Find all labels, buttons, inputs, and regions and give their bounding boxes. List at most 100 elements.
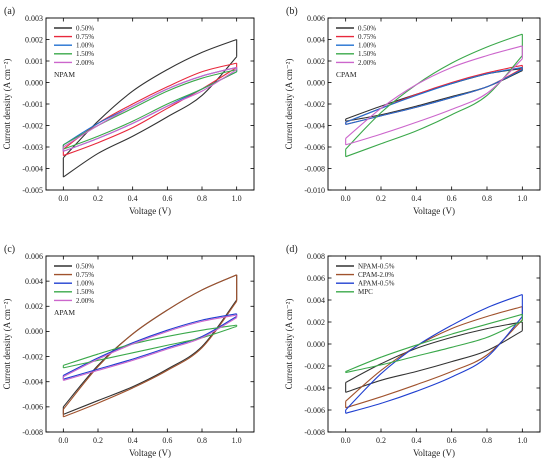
legend-label-c-2: 1.00% [76, 280, 94, 288]
panel-label-a: (a) [4, 6, 15, 17]
x-tick-label-d-2: 0.4 [411, 436, 421, 445]
legend-label-b-2: 1.00% [358, 42, 376, 50]
legend-c: 0.50%0.75%1.00%1.50%2.00% [54, 262, 94, 305]
series-line-a-4-upper [63, 66, 237, 148]
y-tick-label-a-3: -0.002 [22, 121, 43, 130]
panel-c: 0.0 0.2 0.4 0.6 0.8 1.0 -0.008 -0.006 -0.004 -0.0… [2, 244, 255, 458]
series-line-c-1-lower [63, 300, 238, 418]
x-tick-label-c-0: 0.0 [58, 436, 68, 445]
y-tick-label-b-1: -0.008 [304, 164, 325, 173]
series-line-c-3-upper [63, 324, 237, 366]
legend-label-d-2: APAM-0.5% [358, 280, 395, 288]
series-line-a-3-lower [63, 71, 237, 150]
series-line-a-0-lower [63, 56, 238, 178]
legend-a: 0.50%0.75%1.00%1.50%2.00% [54, 24, 94, 67]
y-tick-label-b-2: -0.006 [304, 143, 325, 152]
x-tick-label-b-5: 1.0 [517, 194, 527, 203]
series-line-b-2-lower [345, 69, 523, 125]
y-tick-label-b-5: 0.000 [307, 78, 325, 87]
legend-label-a-3: 1.50% [76, 50, 94, 58]
x-axis-label-a: Voltage (V) [129, 206, 171, 216]
x-tick-label-c-1: 0.2 [93, 436, 103, 445]
legend-label-c-1: 0.75% [76, 271, 94, 279]
y-tick-label-c-5: 0.002 [25, 302, 43, 311]
panel-annotation-c: APAM [54, 308, 75, 317]
panel-a: 0.0 0.2 0.4 0.6 0.8 1.0 -0.005 -0.004 -0.003 -0.0… [2, 6, 255, 216]
series-line-c-4-lower [63, 317, 237, 381]
legend-label-a-4: 2.00% [76, 59, 94, 67]
legend-label-a-2: 1.00% [76, 42, 94, 50]
x-tick-label-c-2: 0.4 [128, 436, 138, 445]
y-axis-label-b: Current density (A cm⁻²) [284, 59, 294, 150]
y-tick-label-d-1: -0.006 [304, 406, 325, 415]
legend-label-b-1: 0.75% [358, 33, 376, 41]
x-tick-label-c-4: 0.8 [197, 436, 207, 445]
series-line-d-1-lower [345, 319, 523, 409]
series-line-a-3-upper [63, 69, 237, 146]
y-tick-label-c-4: 0.000 [25, 327, 43, 336]
panel-d: 0.0 0.2 0.4 0.6 0.8 1.0 -0.008 -0.006 -0.004 -0.0… [284, 244, 541, 458]
x-tick-label-a-1: 0.2 [93, 194, 103, 203]
series-line-c-2-upper [63, 313, 237, 376]
y-tick-label-b-0: -0.010 [304, 186, 325, 195]
y-tick-label-b-3: -0.004 [304, 121, 325, 130]
legend-label-d-3: MPC [358, 288, 373, 296]
series-line-d-3-lower [345, 320, 523, 374]
y-tick-label-b-8: 0.006 [307, 14, 325, 23]
y-tick-label-a-8: 0.003 [25, 14, 43, 23]
series-line-d-1-upper [345, 306, 523, 402]
legend-d: NPAM-0.5%CPAM-2.0%APAM-0.5%MPC [336, 262, 395, 296]
x-tick-label-a-0: 0.0 [58, 194, 68, 203]
y-tick-label-c-1: -0.006 [22, 403, 43, 412]
y-tick-label-d-2: -0.004 [304, 384, 325, 393]
y-tick-label-b-7: 0.004 [307, 35, 325, 44]
panel-label-d: (d) [286, 244, 298, 255]
panel-annotation-b: CPAM [336, 70, 357, 79]
series-line-b-2-upper [345, 66, 523, 123]
y-tick-label-d-3: -0.002 [304, 362, 325, 371]
legend-label-d-1: CPAM-2.0% [358, 271, 394, 279]
legend-label-c-3: 1.50% [76, 288, 94, 296]
x-tick-label-b-4: 0.8 [482, 194, 492, 203]
y-tick-label-c-2: -0.004 [22, 378, 43, 387]
legend-label-b-3: 1.50% [358, 50, 376, 58]
x-tick-label-d-5: 1.0 [517, 436, 527, 445]
y-tick-label-d-7: 0.006 [307, 274, 325, 283]
y-tick-label-d-8: 0.008 [307, 252, 325, 261]
series-line-a-0-upper [62, 38, 237, 159]
series-line-c-4-upper [63, 314, 237, 378]
y-tick-label-a-1: -0.004 [22, 164, 43, 173]
series-line-c-0-lower [63, 299, 238, 415]
x-tick-label-b-0: 0.0 [341, 194, 351, 203]
legend-label-d-0: NPAM-0.5% [358, 262, 395, 270]
series-line-b-4-lower [345, 58, 523, 146]
x-tick-label-d-3: 0.6 [447, 436, 457, 445]
series-line-b-0-lower [345, 70, 523, 122]
y-tick-label-c-0: -0.008 [22, 428, 43, 437]
series-line-a-4-lower [63, 69, 237, 152]
x-tick-label-d-0: 0.0 [341, 436, 351, 445]
y-tick-label-d-5: 0.002 [307, 318, 325, 327]
series-line-d-3-upper [345, 313, 523, 373]
x-tick-label-b-2: 0.4 [411, 194, 421, 203]
x-axis-label-b: Voltage (V) [413, 206, 455, 216]
y-tick-label-c-7: 0.006 [25, 252, 43, 261]
y-tick-label-a-5: 0.000 [25, 78, 43, 87]
y-tick-label-a-4: -0.001 [22, 100, 43, 109]
legend-label-c-4: 2.00% [76, 297, 94, 305]
series-group-a [62, 38, 238, 178]
y-tick-label-c-3: -0.002 [22, 352, 43, 361]
y-tick-label-d-6: 0.004 [307, 296, 325, 305]
y-tick-label-b-6: 0.002 [307, 57, 325, 66]
series-group-c [62, 274, 238, 418]
x-tick-label-d-1: 0.2 [376, 436, 386, 445]
x-tick-label-c-3: 0.6 [162, 436, 172, 445]
panel-label-b: (b) [286, 6, 298, 17]
x-tick-label-b-3: 0.6 [447, 194, 457, 203]
series-line-b-1-upper [345, 64, 523, 123]
x-tick-label-c-5: 1.0 [232, 436, 242, 445]
y-tick-label-a-7: 0.002 [25, 35, 43, 44]
series-line-b-4-upper [345, 45, 523, 139]
x-tick-label-a-2: 0.4 [128, 194, 138, 203]
